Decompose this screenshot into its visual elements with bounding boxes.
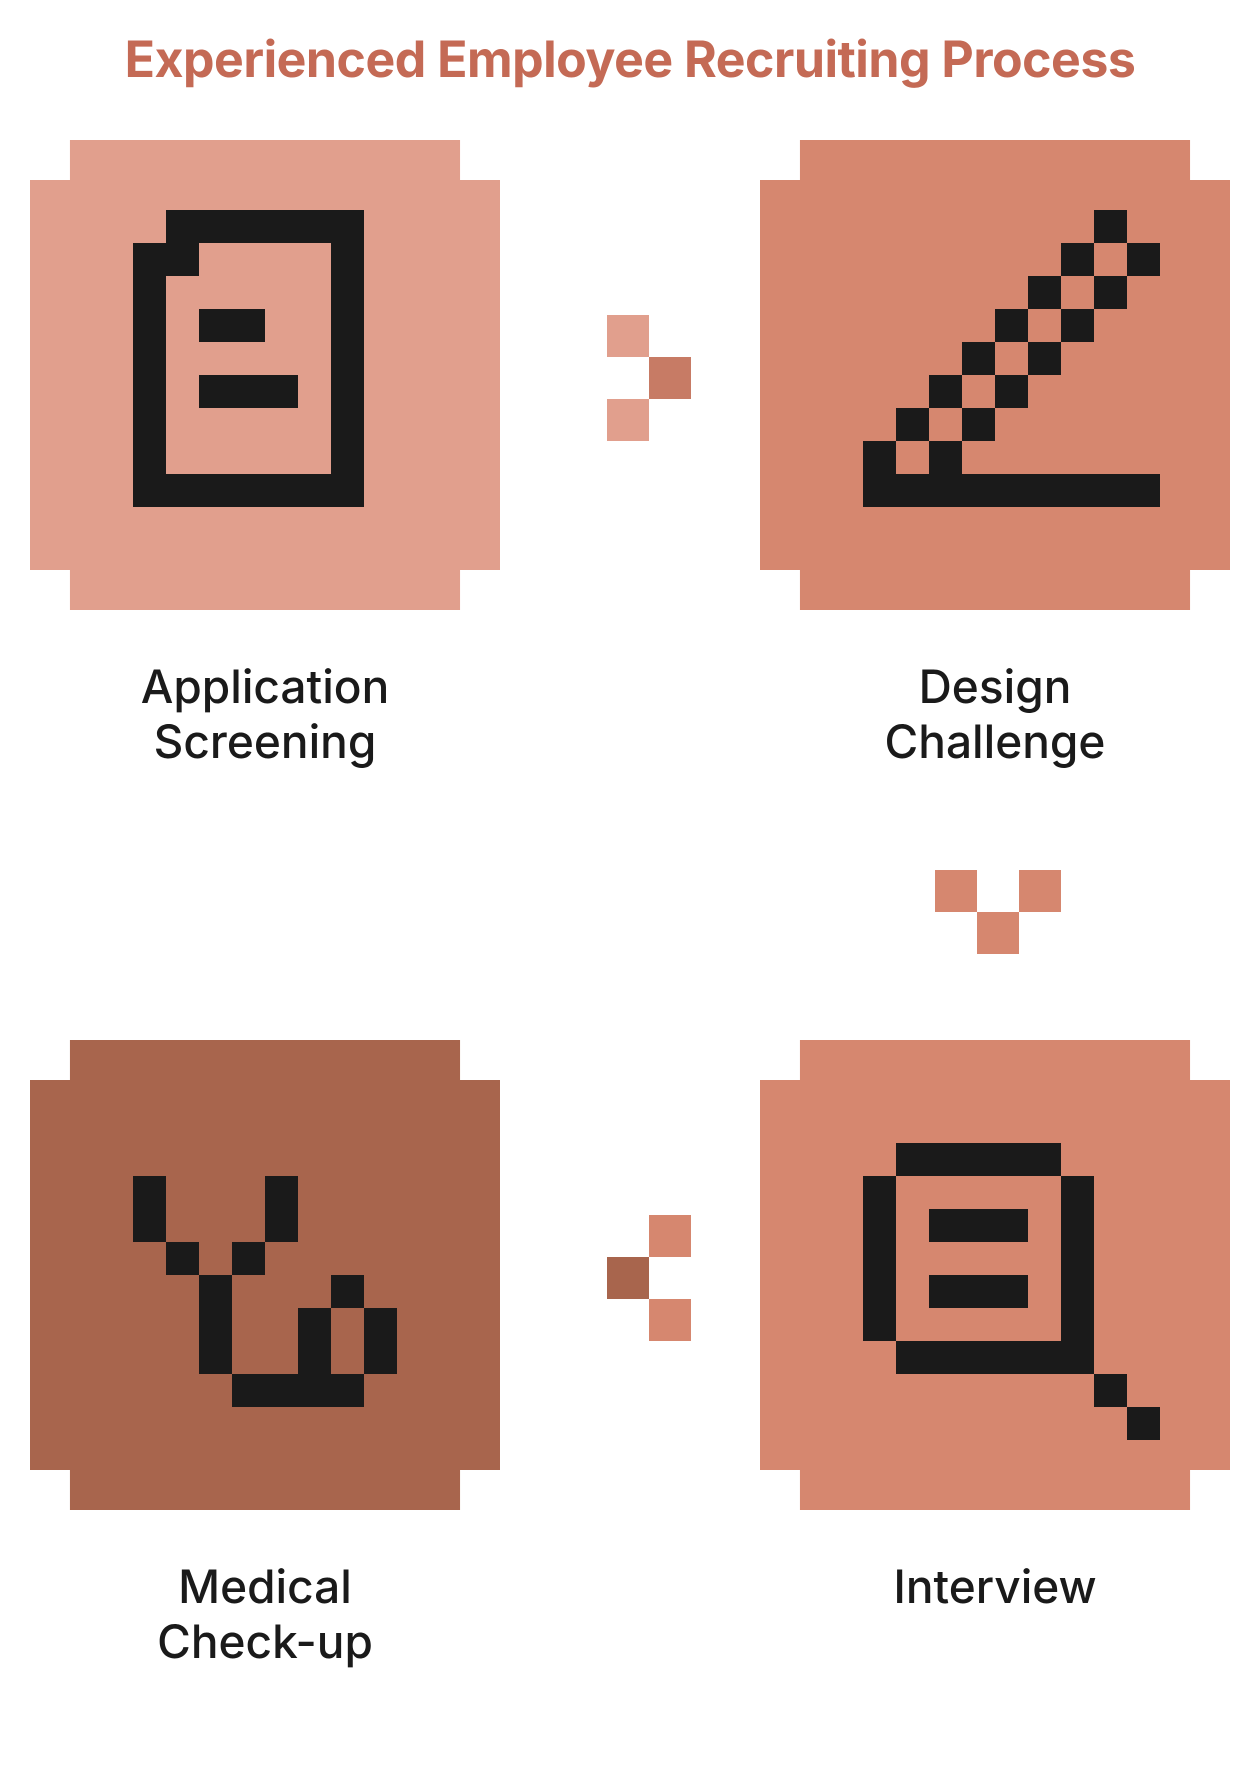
step-label-interview: Interview xyxy=(760,1560,1230,1615)
step-design-challenge xyxy=(760,140,1230,610)
step-medical-checkup xyxy=(30,1040,500,1510)
arrow-right-icon xyxy=(565,315,691,441)
step-application-screening xyxy=(30,140,500,610)
page-title: Experienced Employee Recruiting Process xyxy=(0,30,1260,90)
arrow-left-icon xyxy=(565,1215,691,1341)
step-label-medical-checkup: Medical Check-up xyxy=(30,1560,500,1670)
arrow-down-icon xyxy=(935,870,1061,954)
step-interview xyxy=(760,1040,1230,1510)
step-label-application-screening: Application Screening xyxy=(30,660,500,770)
step-label-design-challenge: Design Challenge xyxy=(760,660,1230,770)
